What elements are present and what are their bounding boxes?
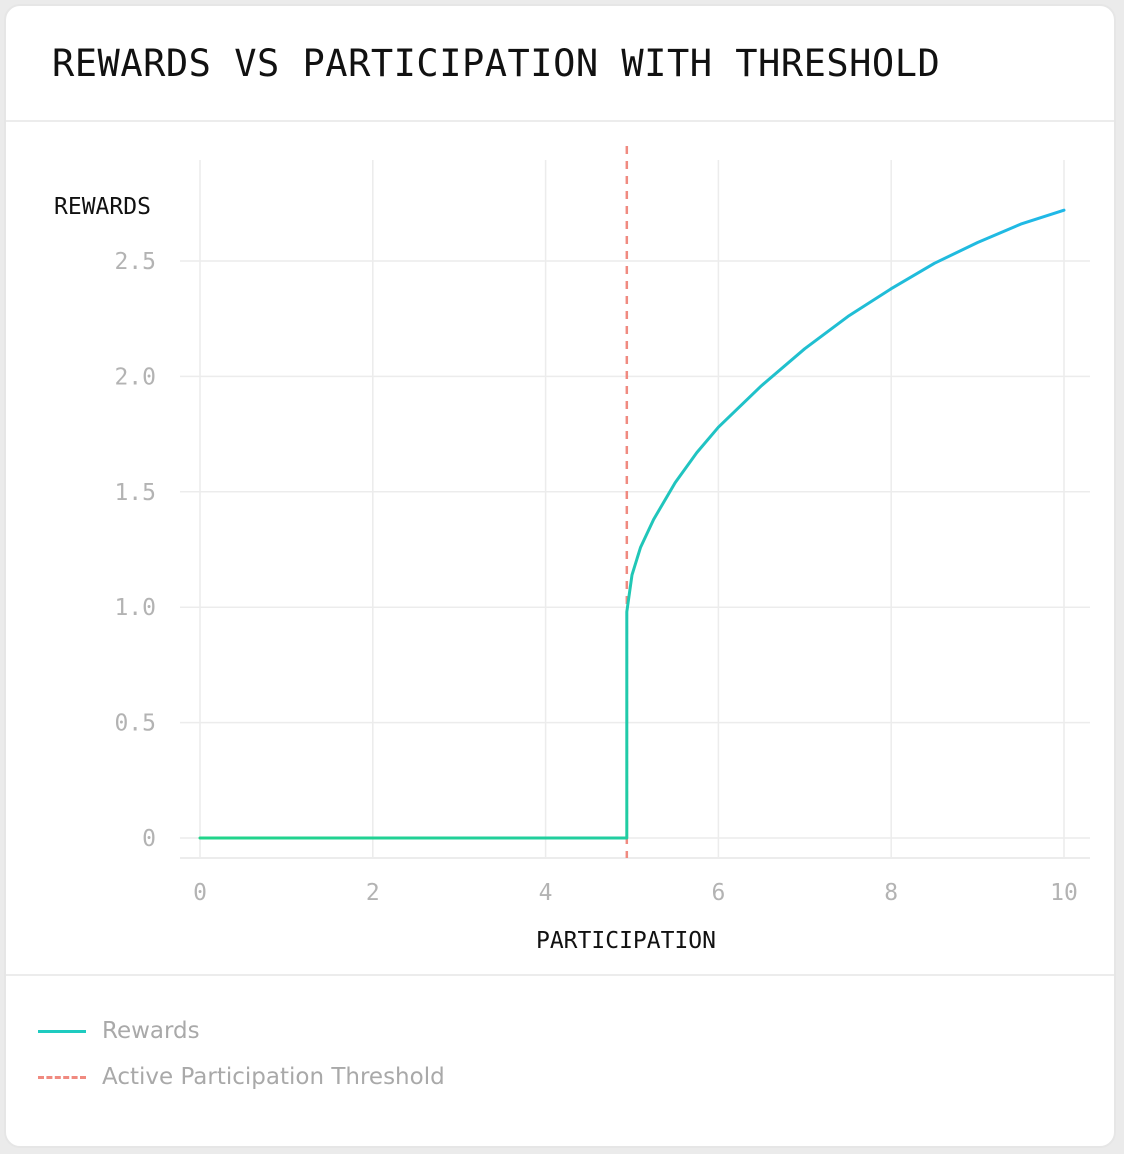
y-tick-label: 0 bbox=[142, 826, 156, 852]
y-tick-label: 0.5 bbox=[114, 711, 156, 737]
series bbox=[198, 146, 1066, 858]
x-tick-label: 4 bbox=[539, 880, 553, 906]
y-tick-label: 1.5 bbox=[114, 480, 156, 506]
plot-area: 0 2 4 6 8 10 0 0.5 1.0 1.5 2.0 2.5 REWARDS PARTICIPAT… bbox=[6, 122, 1114, 976]
chart-card: REWARDS VS PARTICIPATION WITH THRESHOLD … bbox=[4, 4, 1116, 1148]
rewards-line bbox=[198, 208, 1066, 840]
card-header: REWARDS VS PARTICIPATION WITH THRESHOLD bbox=[6, 6, 1114, 122]
y-tick-label: 2.0 bbox=[114, 364, 156, 390]
x-tick-label: 6 bbox=[711, 880, 725, 906]
legend-swatch-solid-line bbox=[38, 1029, 86, 1033]
x-tick-label: 0 bbox=[193, 880, 207, 906]
y-axis-title: REWARDS bbox=[54, 194, 151, 220]
x-axis-title: PARTICIPATION bbox=[536, 928, 716, 954]
legend-swatch-dashed-line bbox=[38, 1075, 86, 1079]
x-tick-label: 2 bbox=[366, 880, 380, 906]
y-tick-label: 1.0 bbox=[114, 595, 156, 621]
x-tick-label: 8 bbox=[884, 880, 898, 906]
grid bbox=[180, 160, 1090, 859]
y-tick-label: 2.5 bbox=[114, 249, 156, 275]
legend-label-threshold: Active Participation Threshold bbox=[102, 1064, 445, 1090]
axes: 0 2 4 6 8 10 0 0.5 1.0 1.5 2.0 2.5 REWARDS PARTICIPAT… bbox=[54, 194, 1078, 954]
legend-label-rewards: Rewards bbox=[102, 1018, 200, 1044]
chart-title: REWARDS VS PARTICIPATION WITH THRESHOLD bbox=[52, 42, 941, 85]
x-tick-label: 10 bbox=[1050, 880, 1078, 906]
legend-item-threshold[interactable]: Active Participation Threshold bbox=[38, 1062, 445, 1092]
legend: Rewards Active Participation Threshold bbox=[6, 974, 1114, 1146]
legend-item-rewards[interactable]: Rewards bbox=[38, 1016, 200, 1046]
chart-svg: 0 2 4 6 8 10 0 0.5 1.0 1.5 2.0 2.5 REWARDS PARTICIPAT… bbox=[54, 146, 1090, 954]
